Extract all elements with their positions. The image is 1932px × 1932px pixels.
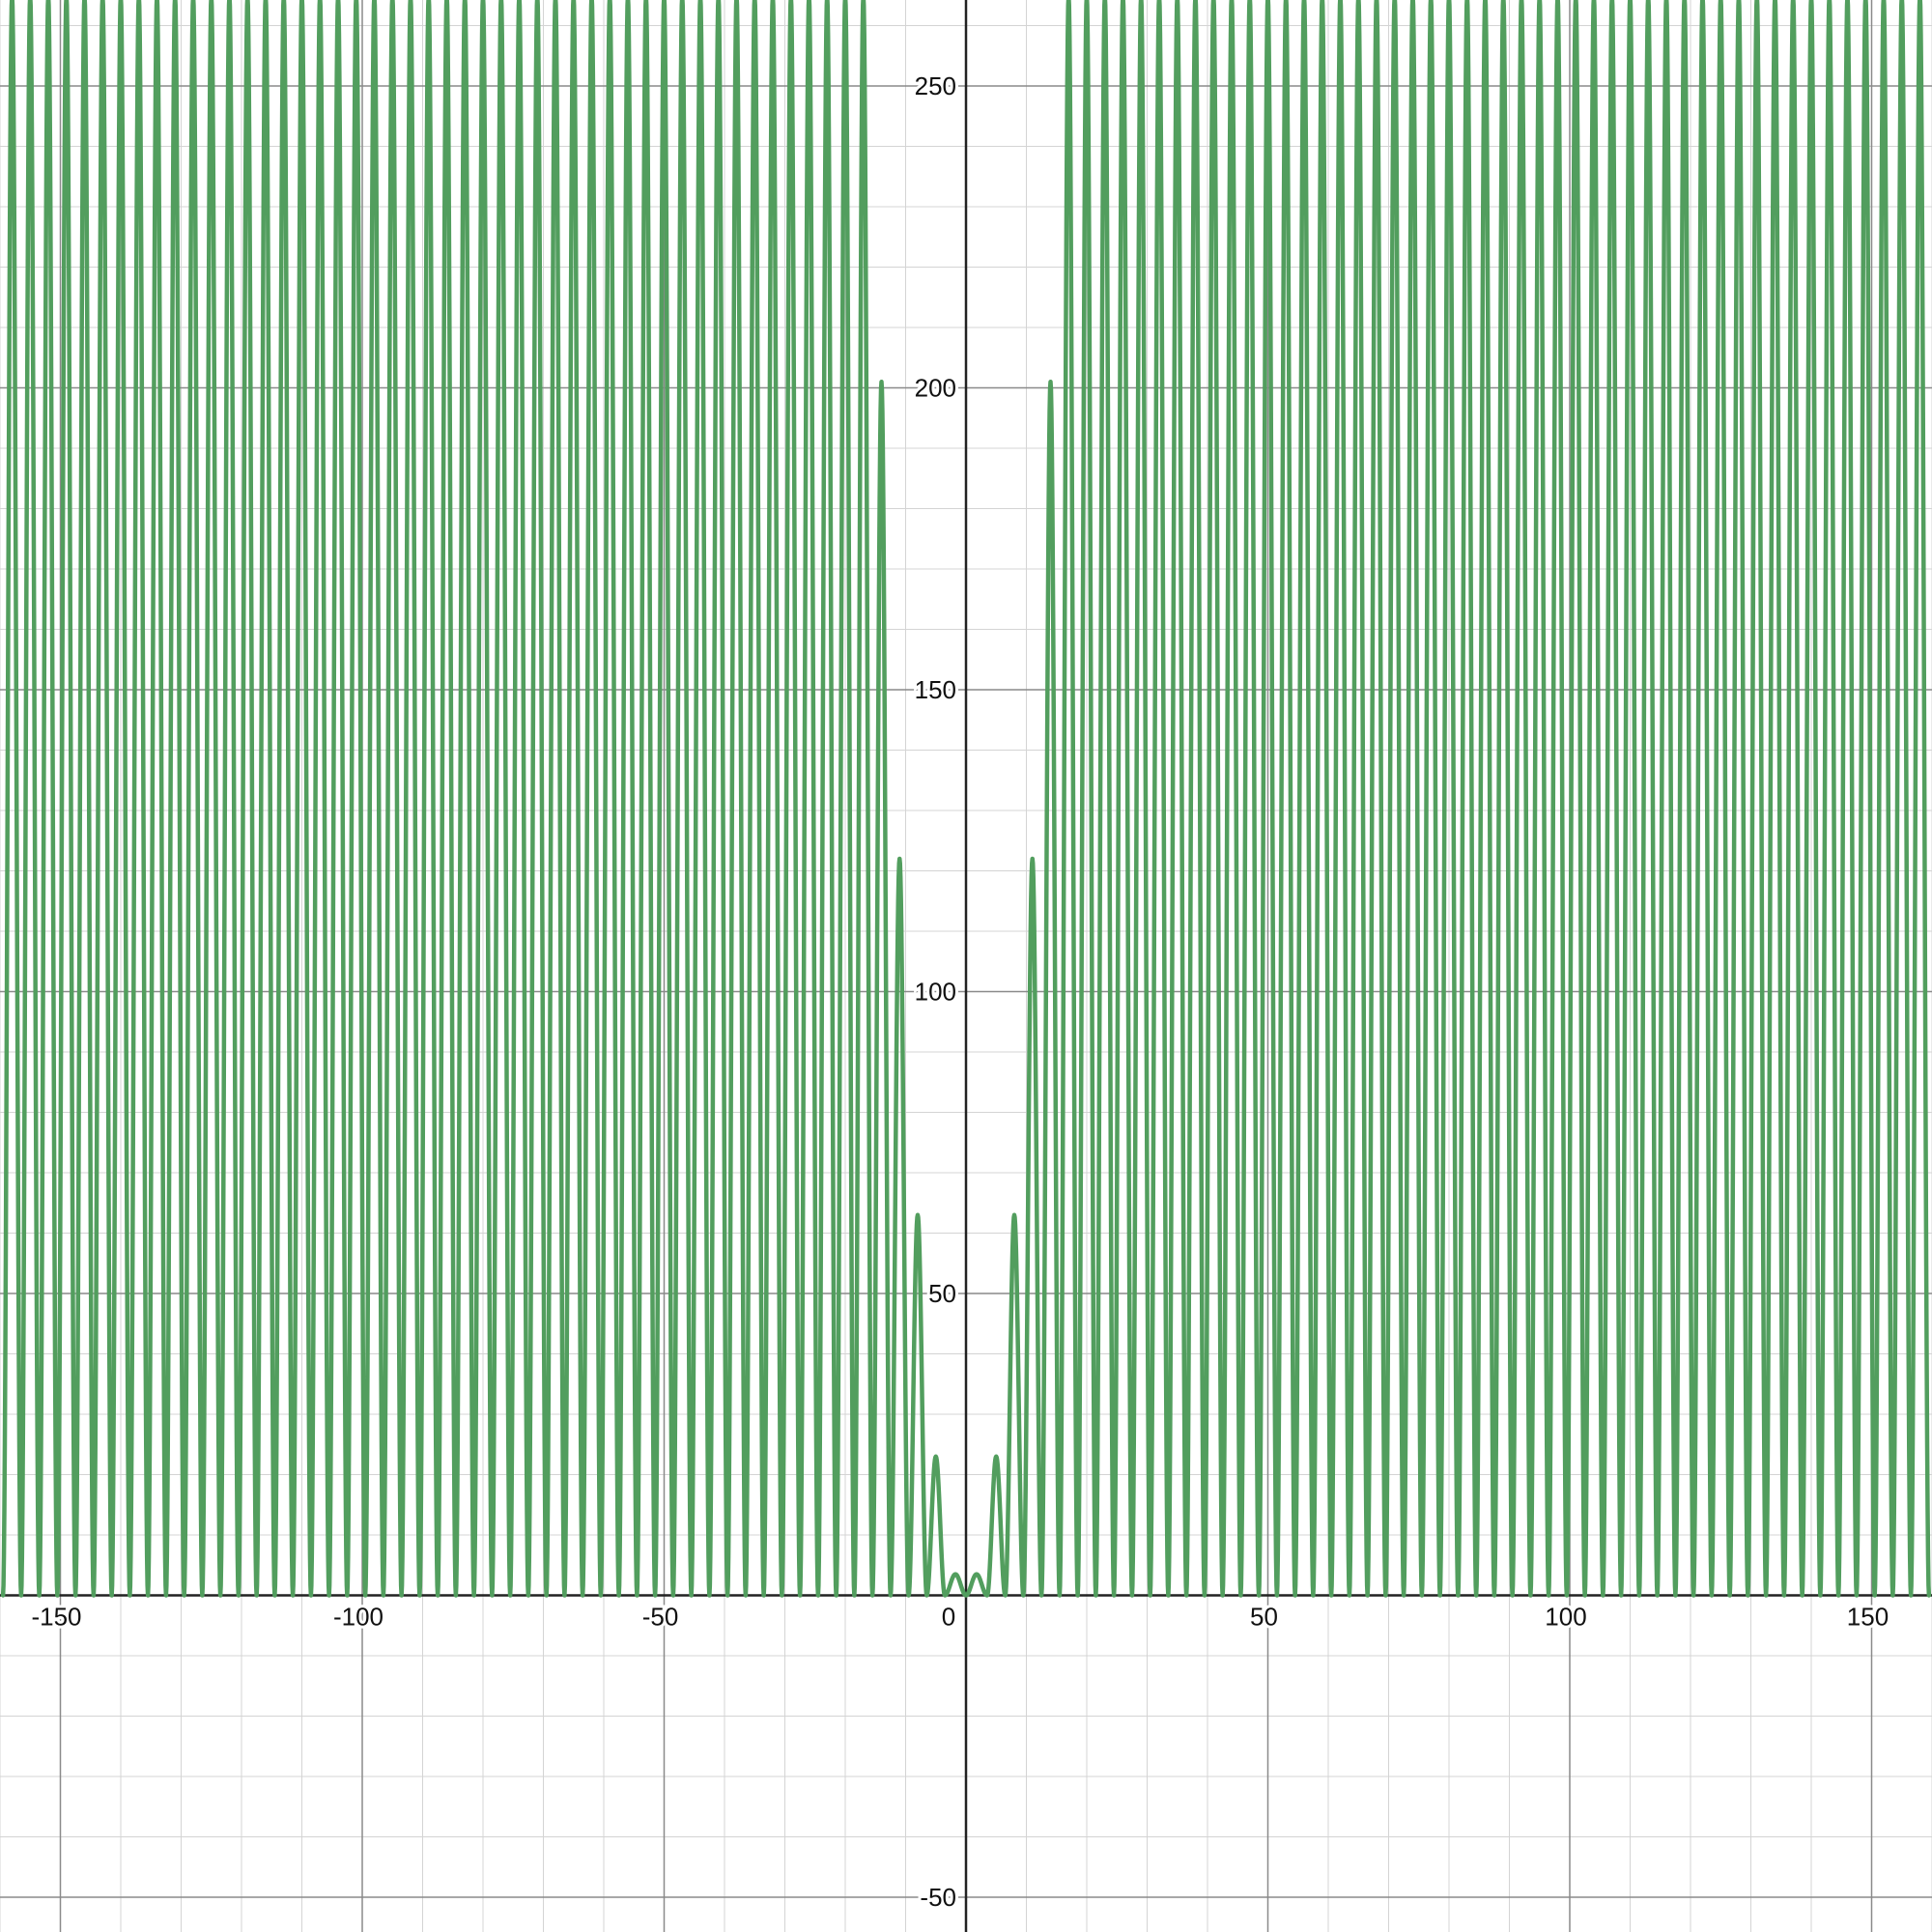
y-tick-label: -50 — [920, 1883, 956, 1912]
series-line — [0, 0, 1932, 1598]
x-tick-label: -50 — [642, 1603, 679, 1632]
y-tick-label: 200 — [915, 374, 956, 403]
x-tick-label: 50 — [1250, 1603, 1278, 1632]
y-tick-label: 100 — [915, 978, 956, 1007]
y-tick-label: 50 — [928, 1279, 956, 1308]
x-tick-label: 100 — [1545, 1603, 1586, 1632]
x-tick-label: 0 — [942, 1603, 955, 1632]
x-tick-label: -100 — [333, 1603, 384, 1632]
x-tick-label: -150 — [31, 1603, 81, 1632]
x-tick-label: 150 — [1847, 1603, 1889, 1632]
y-tick-label: 150 — [915, 675, 956, 704]
y-tick-label: 250 — [915, 71, 956, 100]
curve-layer — [0, 0, 1932, 1598]
tick-labels: -150 -100 -50 0 50 100 150 250 200 150 100 50 -50 — [28, 69, 1891, 1915]
